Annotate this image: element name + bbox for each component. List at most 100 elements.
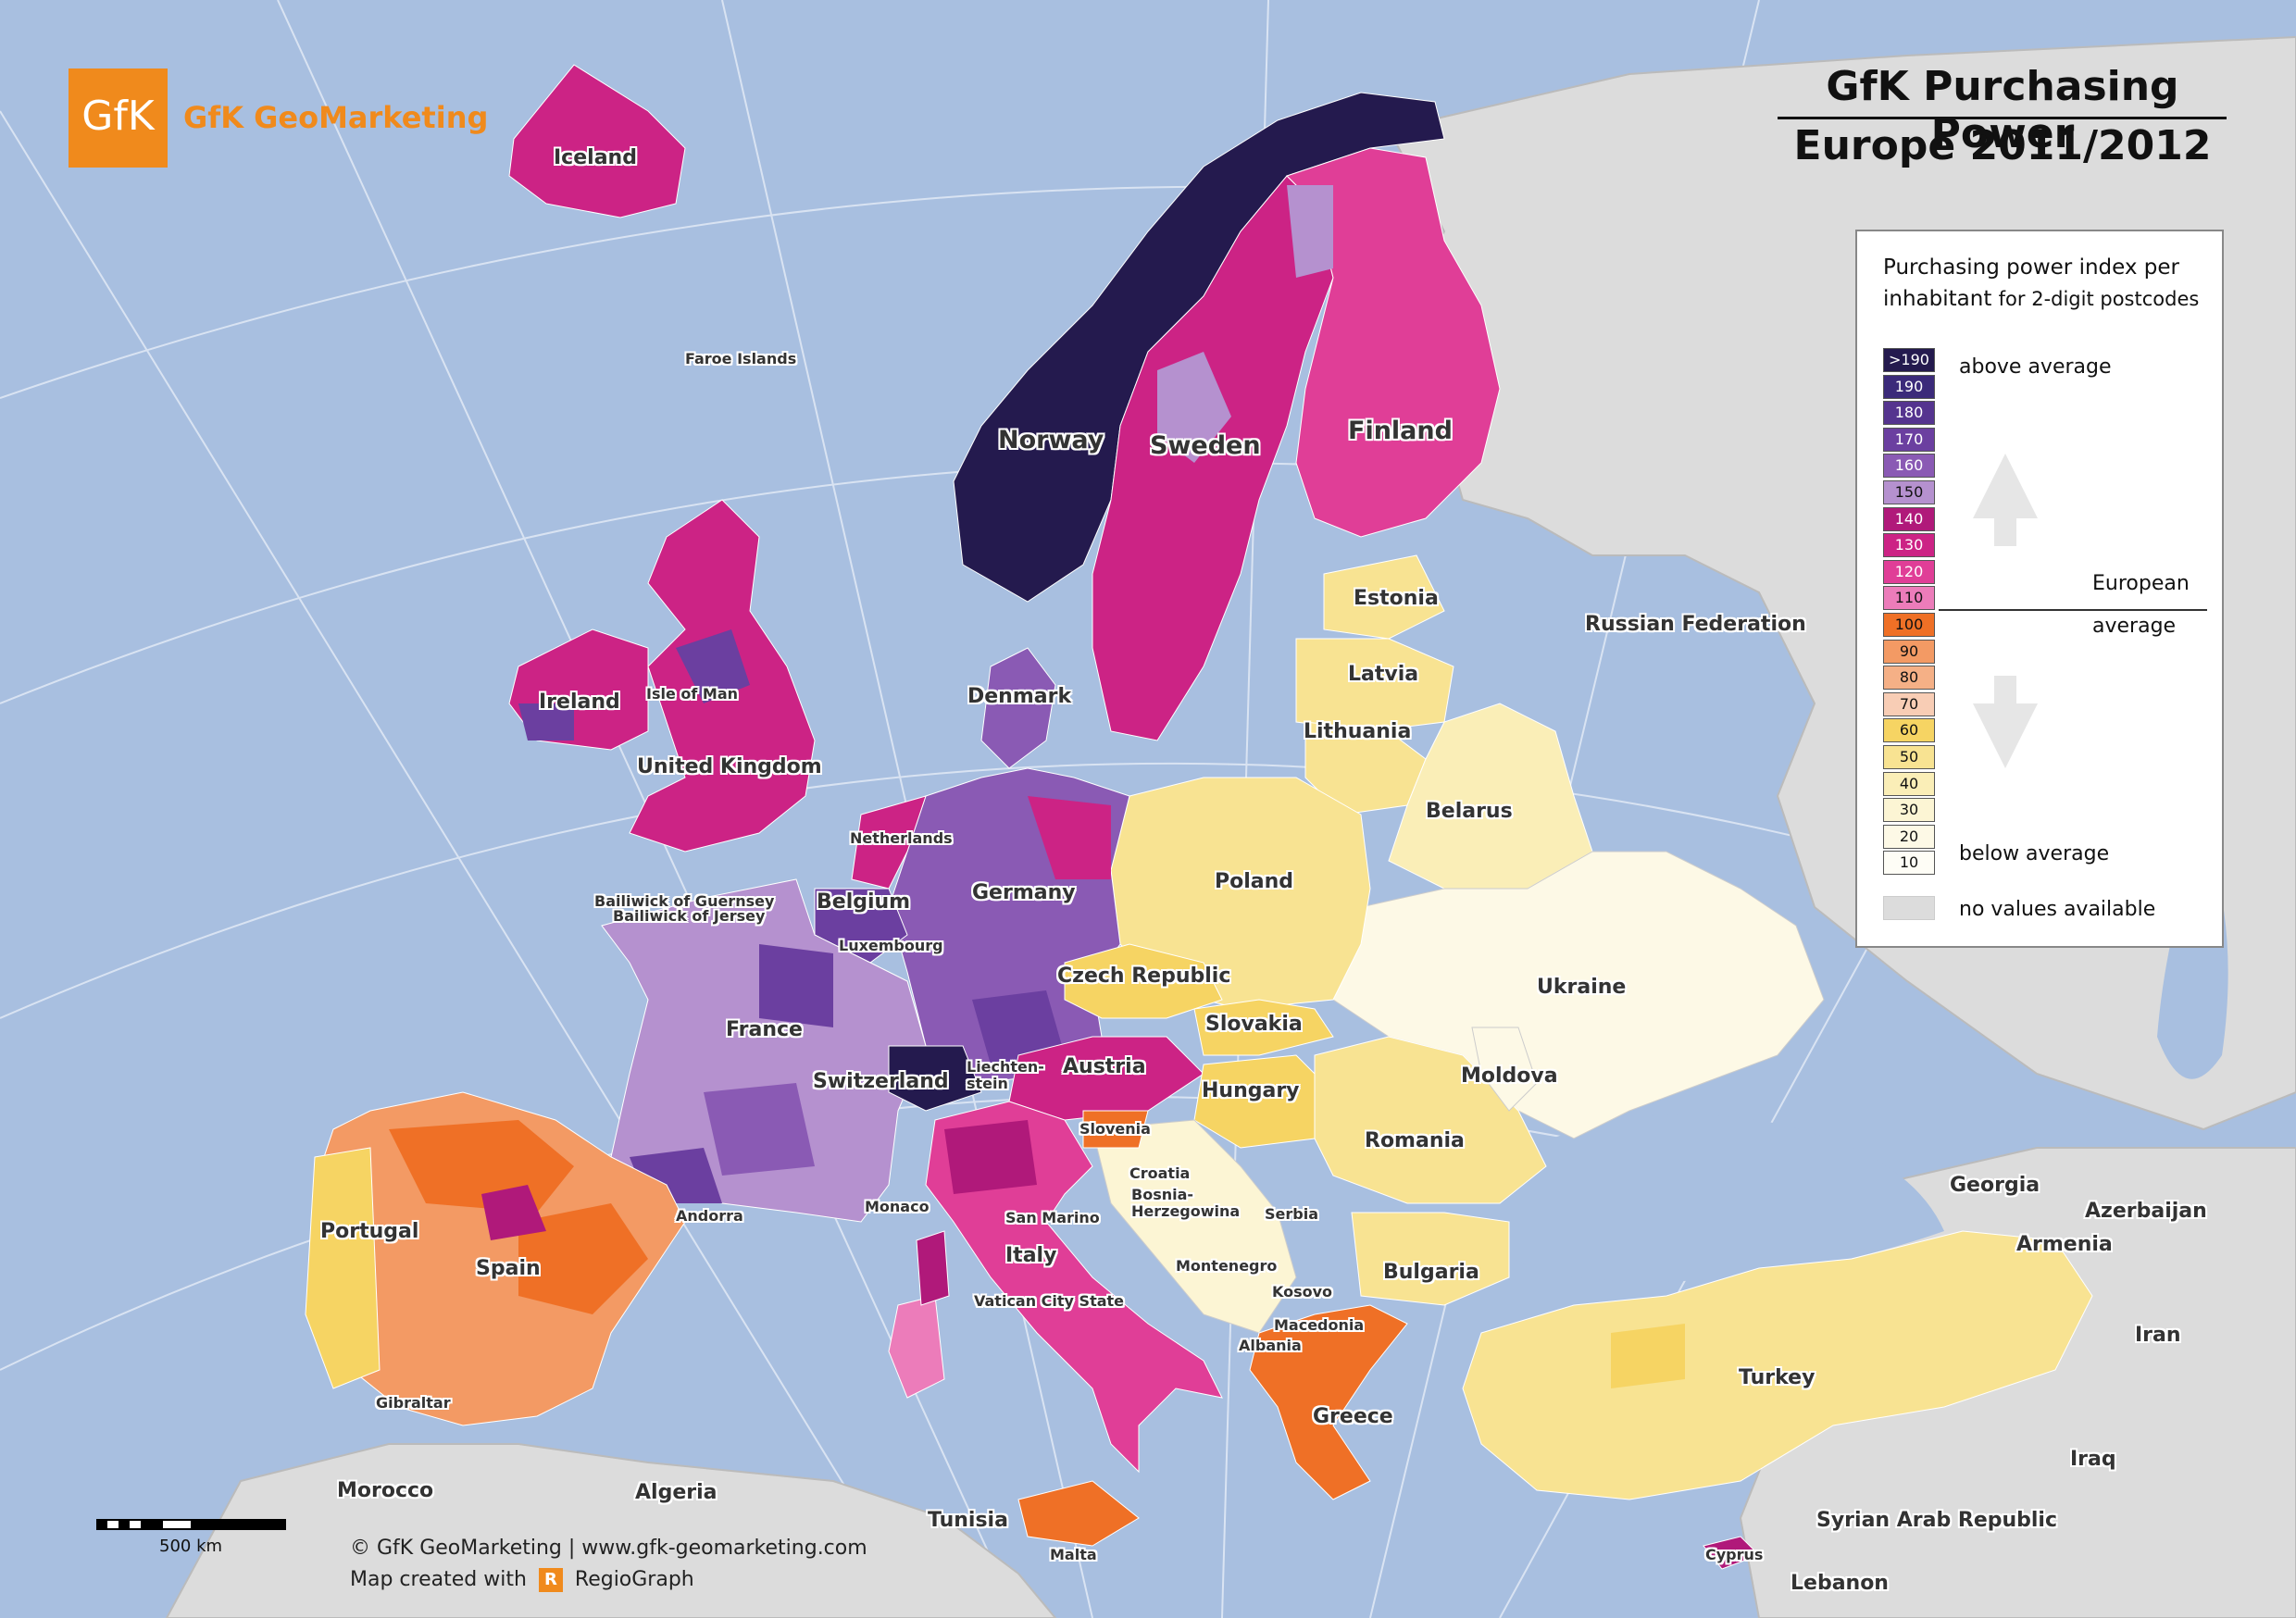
regiograph-label: RegioGraph [574, 1568, 694, 1591]
brand-name: GfK GeoMarketing [183, 100, 489, 135]
label-belgium: Belgium [817, 890, 911, 914]
label-isle-of-man: Isle of Man [646, 685, 739, 703]
label-switzerland: Switzerland [813, 1070, 949, 1093]
label-austria: Austria [1063, 1055, 1146, 1078]
map-subtitle: Europe 2011/2012 [1793, 122, 2212, 169]
legend-class-4: 160 [1883, 454, 1935, 479]
label-netherlands: Netherlands [850, 829, 953, 847]
down-arrow-icon [1973, 676, 2038, 768]
label-estonia: Estonia [1354, 587, 1439, 610]
regiograph-icon: R [538, 1568, 563, 1592]
label-luxembourg: Luxembourg [839, 937, 943, 954]
legend-class-6: 140 [1883, 506, 1935, 531]
label-moldova: Moldova [1461, 1064, 1558, 1088]
label-france: France [726, 1018, 803, 1041]
label-san-marino: San Marino [1005, 1209, 1100, 1226]
label-slovakia: Slovakia [1205, 1013, 1303, 1036]
label-spain: Spain [476, 1257, 541, 1280]
label-lithuania: Lithuania [1304, 720, 1412, 743]
label-liechtenstein: Liechten- stein [967, 1058, 1044, 1092]
legend-class-10: 100 [1883, 613, 1935, 637]
label-croatia: Croatia [1129, 1164, 1191, 1182]
label-iceland: Iceland [554, 146, 637, 169]
label-denmark: Denmark [967, 685, 1072, 708]
label-ukraine: Ukraine [1537, 976, 1627, 999]
label-iraq: Iraq [2070, 1448, 2116, 1471]
label-finland: Finland [1348, 417, 1453, 445]
created-with: Map created with R RegioGraph [350, 1568, 694, 1592]
label-romania: Romania [1365, 1129, 1465, 1152]
legend-below: below average [1959, 842, 2110, 865]
label-uk: United Kingdom [637, 755, 822, 778]
label-czech: Czech Republic [1057, 965, 1231, 988]
created-with-label: Map created with [350, 1568, 527, 1591]
legend-class-7: 130 [1883, 533, 1935, 558]
legend-class-0: >190 [1883, 348, 1935, 372]
label-lebanon: Lebanon [1791, 1572, 1889, 1595]
label-jersey: Bailiwick of Jersey [613, 907, 766, 925]
legend-class-11: 90 [1883, 639, 1935, 664]
label-morocco: Morocco [337, 1479, 434, 1502]
legend-class-1: 190 [1883, 374, 1935, 399]
no-values-swatch [1883, 896, 1935, 920]
scale-label: 500 km [159, 1537, 223, 1556]
legend-class-8: 120 [1883, 559, 1935, 584]
gfk-logo: GfK [69, 68, 168, 168]
gfk-logo-mark: GfK [81, 93, 155, 140]
label-vatican: Vatican City State [974, 1292, 1125, 1310]
label-syria: Syrian Arab Republic [1816, 1509, 2058, 1532]
label-poland: Poland [1215, 870, 1294, 893]
label-norway: Norway [998, 426, 1104, 454]
legend-class-13: 70 [1883, 691, 1935, 716]
label-azerbaijan: Azerbaijan [2085, 1200, 2207, 1223]
label-gibraltar: Gibraltar [376, 1394, 451, 1412]
label-armenia: Armenia [2016, 1233, 2113, 1256]
label-guernsey: Bailiwick of Guernsey [594, 892, 775, 910]
label-cyprus: Cyprus [1705, 1546, 1764, 1563]
legend-title-a: Purchasing power index per [1883, 255, 2180, 280]
legend-class-19: 10 [1883, 851, 1935, 876]
up-arrow-icon [1973, 454, 2038, 546]
label-turkey: Turkey [1739, 1366, 1816, 1389]
legend-title-c: for 2-digit postcodes [1998, 288, 2200, 310]
label-algeria: Algeria [635, 1481, 718, 1504]
legend-class-3: 170 [1883, 427, 1935, 452]
label-hungary: Hungary [1202, 1079, 1300, 1102]
legend-class-12: 80 [1883, 666, 1935, 691]
label-sweden: Sweden [1150, 431, 1261, 460]
label-belarus: Belarus [1426, 800, 1513, 823]
legend-arrows [1973, 454, 2038, 768]
legend-title-b: inhabitant [1883, 287, 1992, 311]
label-monaco: Monaco [865, 1198, 930, 1215]
legend-above: above average [1959, 355, 2112, 379]
label-albania: Albania [1239, 1337, 1302, 1354]
legend-class-2: 180 [1883, 401, 1935, 426]
label-andorra: Andorra [676, 1207, 743, 1225]
label-greece: Greece [1313, 1405, 1393, 1428]
label-italy: Italy [1005, 1244, 1057, 1267]
legend-title: Purchasing power index per inhabitant fo… [1883, 252, 2216, 315]
legend-panel: Purchasing power index per inhabitant fo… [1855, 230, 2224, 948]
legend-class-14: 60 [1883, 718, 1935, 743]
legend-no-values: no values available [1959, 898, 2156, 921]
label-iran: Iran [2135, 1324, 2181, 1347]
label-ireland: Ireland [539, 691, 620, 714]
legend-class-9: 110 [1883, 586, 1935, 611]
legend-class-16: 40 [1883, 771, 1935, 796]
label-germany: Germany [972, 881, 1076, 904]
label-montenegro: Montenegro [1176, 1257, 1278, 1275]
legend-european: European [2092, 572, 2190, 595]
label-faroe: Faroe Islands [685, 350, 797, 367]
legend-average: average [2092, 615, 2177, 638]
label-latvia: Latvia [1348, 663, 1419, 686]
copyright-text: © GfK GeoMarketing | www.gfk-geomarketin… [350, 1537, 867, 1560]
legend-class-17: 30 [1883, 798, 1935, 823]
label-macedonia: Macedonia [1274, 1316, 1365, 1334]
label-bosnia: Bosnia- Herzegowina [1131, 1186, 1241, 1220]
label-russia: Russian Federation [1585, 613, 1806, 636]
label-kosovo: Kosovo [1272, 1283, 1333, 1301]
label-georgia: Georgia [1950, 1174, 2040, 1197]
label-malta: Malta [1050, 1546, 1097, 1563]
average-line [1939, 609, 2207, 611]
